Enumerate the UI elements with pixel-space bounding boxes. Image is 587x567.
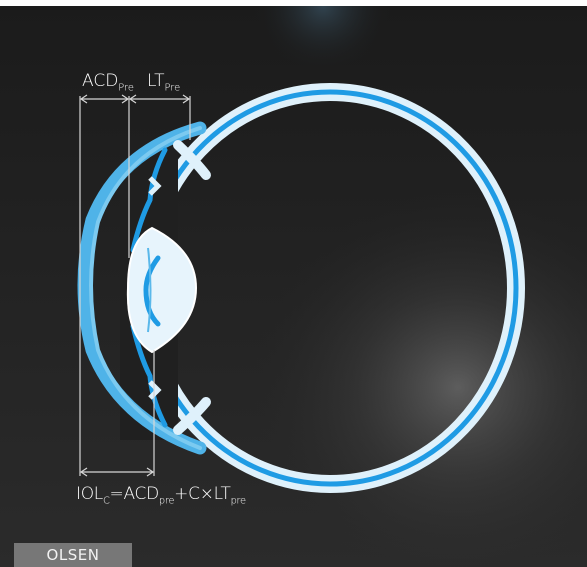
formula-lt: LT [213,484,231,504]
acd-text: ACD [82,71,119,91]
lt-subscript: Pre [164,82,181,94]
formula-lt-sub: pre [230,495,247,507]
formula-acd: ACD [123,484,160,504]
formula-iol: IOL [76,484,103,504]
formula-acd-sub: pre [158,495,175,507]
acd-subscript: Pre [118,82,134,94]
formula-iol-sub: C [102,495,110,507]
lt-text: LT [147,71,165,91]
acd-pre-label: ACDPre [82,73,134,93]
formula-plus: + [174,484,189,504]
formula-equals: = [109,484,124,504]
measurement-lines [79,94,191,477]
olsen-tag: OLSEN [14,543,132,567]
formula-c: C [188,484,200,504]
lt-pre-label: LTPre [147,73,180,93]
iris [130,140,211,435]
formula-times: × [199,484,214,504]
cornea [77,121,207,455]
iol-formula: IOLC=ACDpre+C×LTpre [76,486,246,506]
lens [126,226,198,354]
